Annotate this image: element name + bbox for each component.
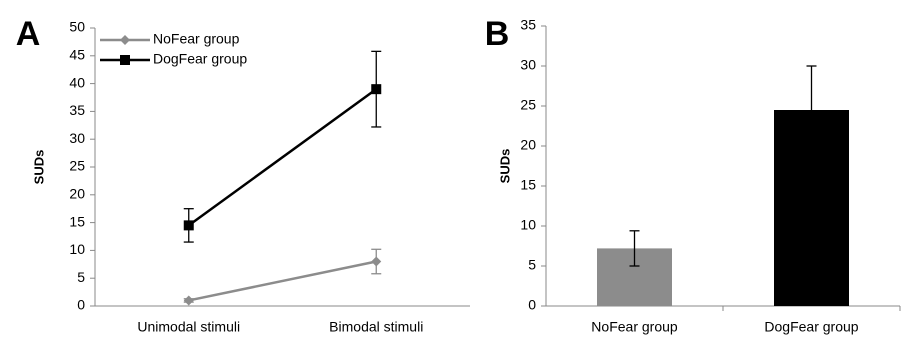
y-tick-label: 35 [69, 102, 85, 118]
marker [183, 295, 194, 306]
y-tick-label: 0 [77, 297, 85, 313]
legend-marker [120, 35, 130, 45]
panel-label: A [16, 15, 41, 53]
y-tick-label: 45 [69, 47, 85, 63]
y-tick-label: 5 [528, 257, 536, 273]
series-line [188, 88, 377, 227]
x-tick-label: Bimodal stimuli [329, 319, 423, 335]
y-tick-label: 20 [69, 186, 85, 202]
x-tick-label: Unimodal stimuli [137, 319, 240, 335]
legend-marker [120, 55, 130, 65]
error-bar [806, 65, 817, 155]
legend-label: NoFear group [153, 31, 240, 47]
y-tick-label: 15 [69, 213, 85, 229]
x-tick-label: DogFear group [764, 319, 858, 335]
y-axis-label: SUDs [31, 150, 46, 185]
y-tick-label: 25 [520, 97, 536, 113]
y-tick-label: 5 [77, 269, 85, 285]
y-tick-label: 10 [69, 241, 85, 257]
series-line [188, 260, 377, 302]
legend-label: DogFear group [153, 51, 247, 67]
y-tick-label: 20 [520, 137, 536, 153]
x-tick-label: NoFear group [591, 319, 678, 335]
y-tick-label: 40 [69, 74, 85, 90]
y-tick-label: 35 [520, 17, 536, 33]
y-axis-label: SUDs [497, 149, 512, 184]
y-tick-label: 0 [528, 297, 536, 313]
y-tick-label: 30 [69, 130, 85, 146]
y-tick-label: 50 [69, 19, 85, 35]
y-tick-label: 10 [520, 217, 536, 233]
marker [183, 220, 194, 231]
y-tick-label: 15 [520, 177, 536, 193]
marker [371, 84, 382, 95]
panel-label: B [485, 15, 510, 53]
y-tick-label: 25 [69, 158, 85, 174]
marker [371, 256, 382, 267]
error-bar [629, 230, 640, 267]
y-tick-label: 30 [520, 57, 536, 73]
